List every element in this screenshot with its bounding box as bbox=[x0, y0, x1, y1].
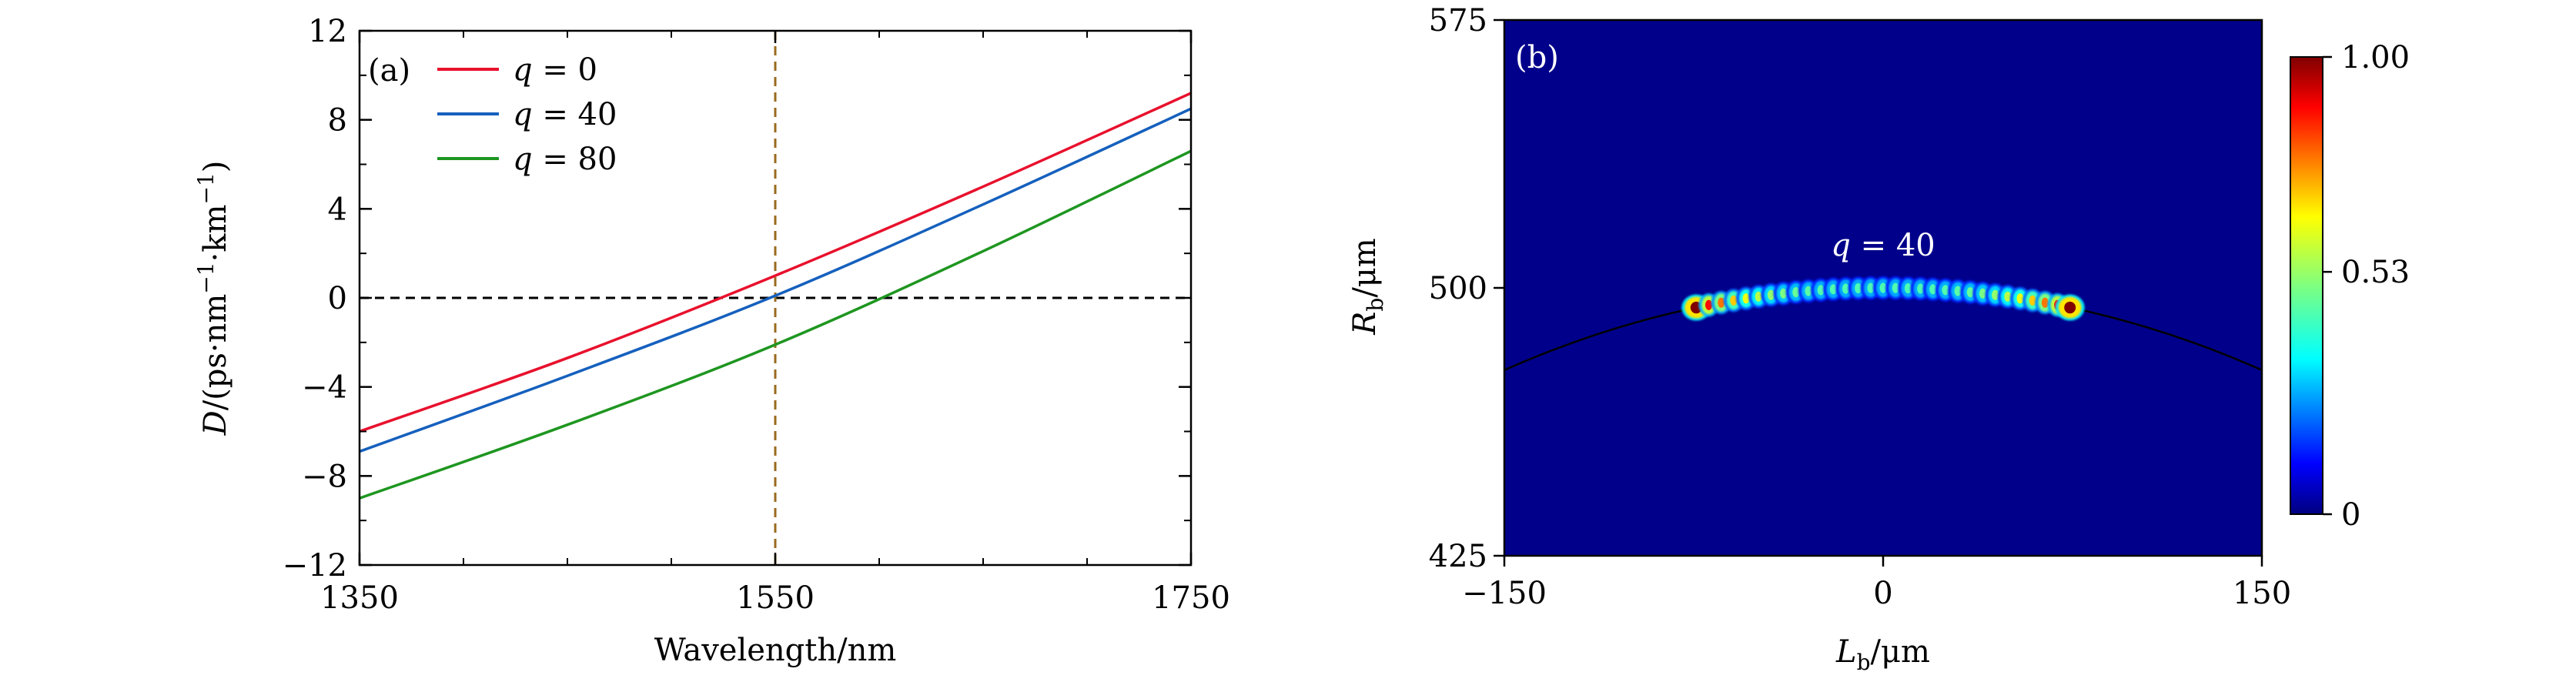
field-bead-core bbox=[1780, 288, 1788, 299]
field-bead-core bbox=[2016, 293, 2024, 304]
field-bead-core bbox=[1805, 286, 1812, 296]
field-bead-core bbox=[1892, 282, 1899, 293]
dispersion-y-axis-title: D/(ps·nm−1·km−1) bbox=[193, 161, 233, 436]
field-bead-core bbox=[1917, 283, 1925, 294]
field-bead-core bbox=[1718, 297, 1725, 308]
field-bead-core bbox=[1842, 283, 1849, 294]
heatmap-x-axis-title: Lb/μm bbox=[1835, 634, 1930, 675]
heatmap-plot-area bbox=[1504, 276, 2262, 372]
dispersion-axis-ticks: 1350 1550 1750 −12 −8 −4 0 4 8 12 bbox=[283, 14, 1230, 616]
series-line-2 bbox=[360, 149, 1191, 500]
y-tick-label: 4 bbox=[328, 192, 347, 227]
y-tick-label: −12 bbox=[283, 548, 347, 583]
heatmap-x-tick-label: −150 bbox=[1462, 576, 1547, 611]
field-bead-core bbox=[2041, 297, 2049, 308]
field-bead-core bbox=[2029, 295, 2036, 306]
series-line-1 bbox=[360, 107, 1191, 453]
dispersion-x-axis-title: Wavelength/nm bbox=[654, 633, 897, 668]
heatmap-x-tick-label: 150 bbox=[2233, 576, 2291, 611]
field-bead-core bbox=[1817, 285, 1825, 296]
colorbar-ticks: 0 0.53 1.00 bbox=[2323, 40, 2410, 533]
field-bead-core bbox=[2004, 291, 2012, 302]
heatmap-y-tick-label: 500 bbox=[1429, 271, 1487, 306]
legend-label-2: q = 80 bbox=[513, 142, 617, 177]
field-bead-core bbox=[1742, 293, 1750, 304]
x-tick-label: 1550 bbox=[736, 580, 815, 616]
field-bead-core bbox=[1954, 286, 1962, 296]
colorbar bbox=[2290, 56, 2323, 515]
legend-label-1: q = 40 bbox=[513, 97, 617, 132]
heatmap-y-tick-label: 425 bbox=[1429, 539, 1487, 574]
field-bead-core bbox=[1966, 286, 1974, 298]
x-tick-label: 1350 bbox=[320, 580, 399, 616]
field-bead-core bbox=[1867, 282, 1875, 293]
field-bead-core bbox=[1730, 295, 1738, 306]
field-bead-core bbox=[1829, 284, 1837, 295]
field-bead-core bbox=[1879, 282, 1887, 293]
x-tick-label: 1750 bbox=[1152, 580, 1230, 616]
field-bead-core bbox=[1705, 299, 1712, 310]
field-bead-core bbox=[1942, 285, 1949, 296]
y-tick-label: 8 bbox=[328, 103, 347, 139]
field-bead-core bbox=[1792, 286, 1800, 298]
y-tick-label: −4 bbox=[302, 370, 347, 406]
field-bead-core bbox=[1929, 284, 1937, 295]
legend-label-0: q = 0 bbox=[513, 52, 597, 88]
colorbar-tick-label: 0 bbox=[2341, 497, 2360, 533]
colorbar-tick-label: 0.53 bbox=[2341, 255, 2410, 290]
field-bead-core bbox=[1755, 291, 1762, 302]
panel-a-label: (a) bbox=[368, 53, 410, 89]
dispersion-plot-area bbox=[360, 31, 1191, 565]
dispersion-chart: 1350 1550 1750 −12 −8 −4 0 4 8 12 (a) q = 0 q = 40… bbox=[193, 14, 1230, 668]
heatmap-y-tick-label: 575 bbox=[1429, 3, 1487, 38]
colorbar-tick-label: 1.00 bbox=[2341, 40, 2410, 75]
field-bead-core bbox=[1992, 289, 1999, 300]
field-bead-core bbox=[1904, 282, 1912, 294]
field-bead-core bbox=[1979, 288, 1986, 299]
y-tick-label: −8 bbox=[302, 459, 347, 494]
y-tick-label: 12 bbox=[308, 14, 347, 49]
panel-b-label: (b) bbox=[1515, 40, 1559, 75]
heatmap-y-axis-title: Rb/μm bbox=[1347, 238, 1388, 335]
y-tick-label: 0 bbox=[328, 281, 347, 316]
field-bead-core bbox=[2064, 301, 2076, 314]
heatmap-axis-ticks: −150 0 150 425 500 575 bbox=[1429, 3, 2292, 611]
field-bead-core bbox=[1767, 289, 1775, 300]
intensity-heatmap: −150 0 150 425 500 575 (b) q = 40 Lb/μm Rb/μm… bbox=[1347, 3, 2410, 675]
dispersion-legend: q = 0 q = 40 q = 80 bbox=[437, 52, 617, 177]
field-bead-core bbox=[1855, 282, 1862, 294]
heatmap-annotation: q = 40 bbox=[1831, 228, 1935, 263]
series-line-0 bbox=[360, 92, 1191, 433]
heatmap-x-tick-label: 0 bbox=[1873, 576, 1892, 611]
